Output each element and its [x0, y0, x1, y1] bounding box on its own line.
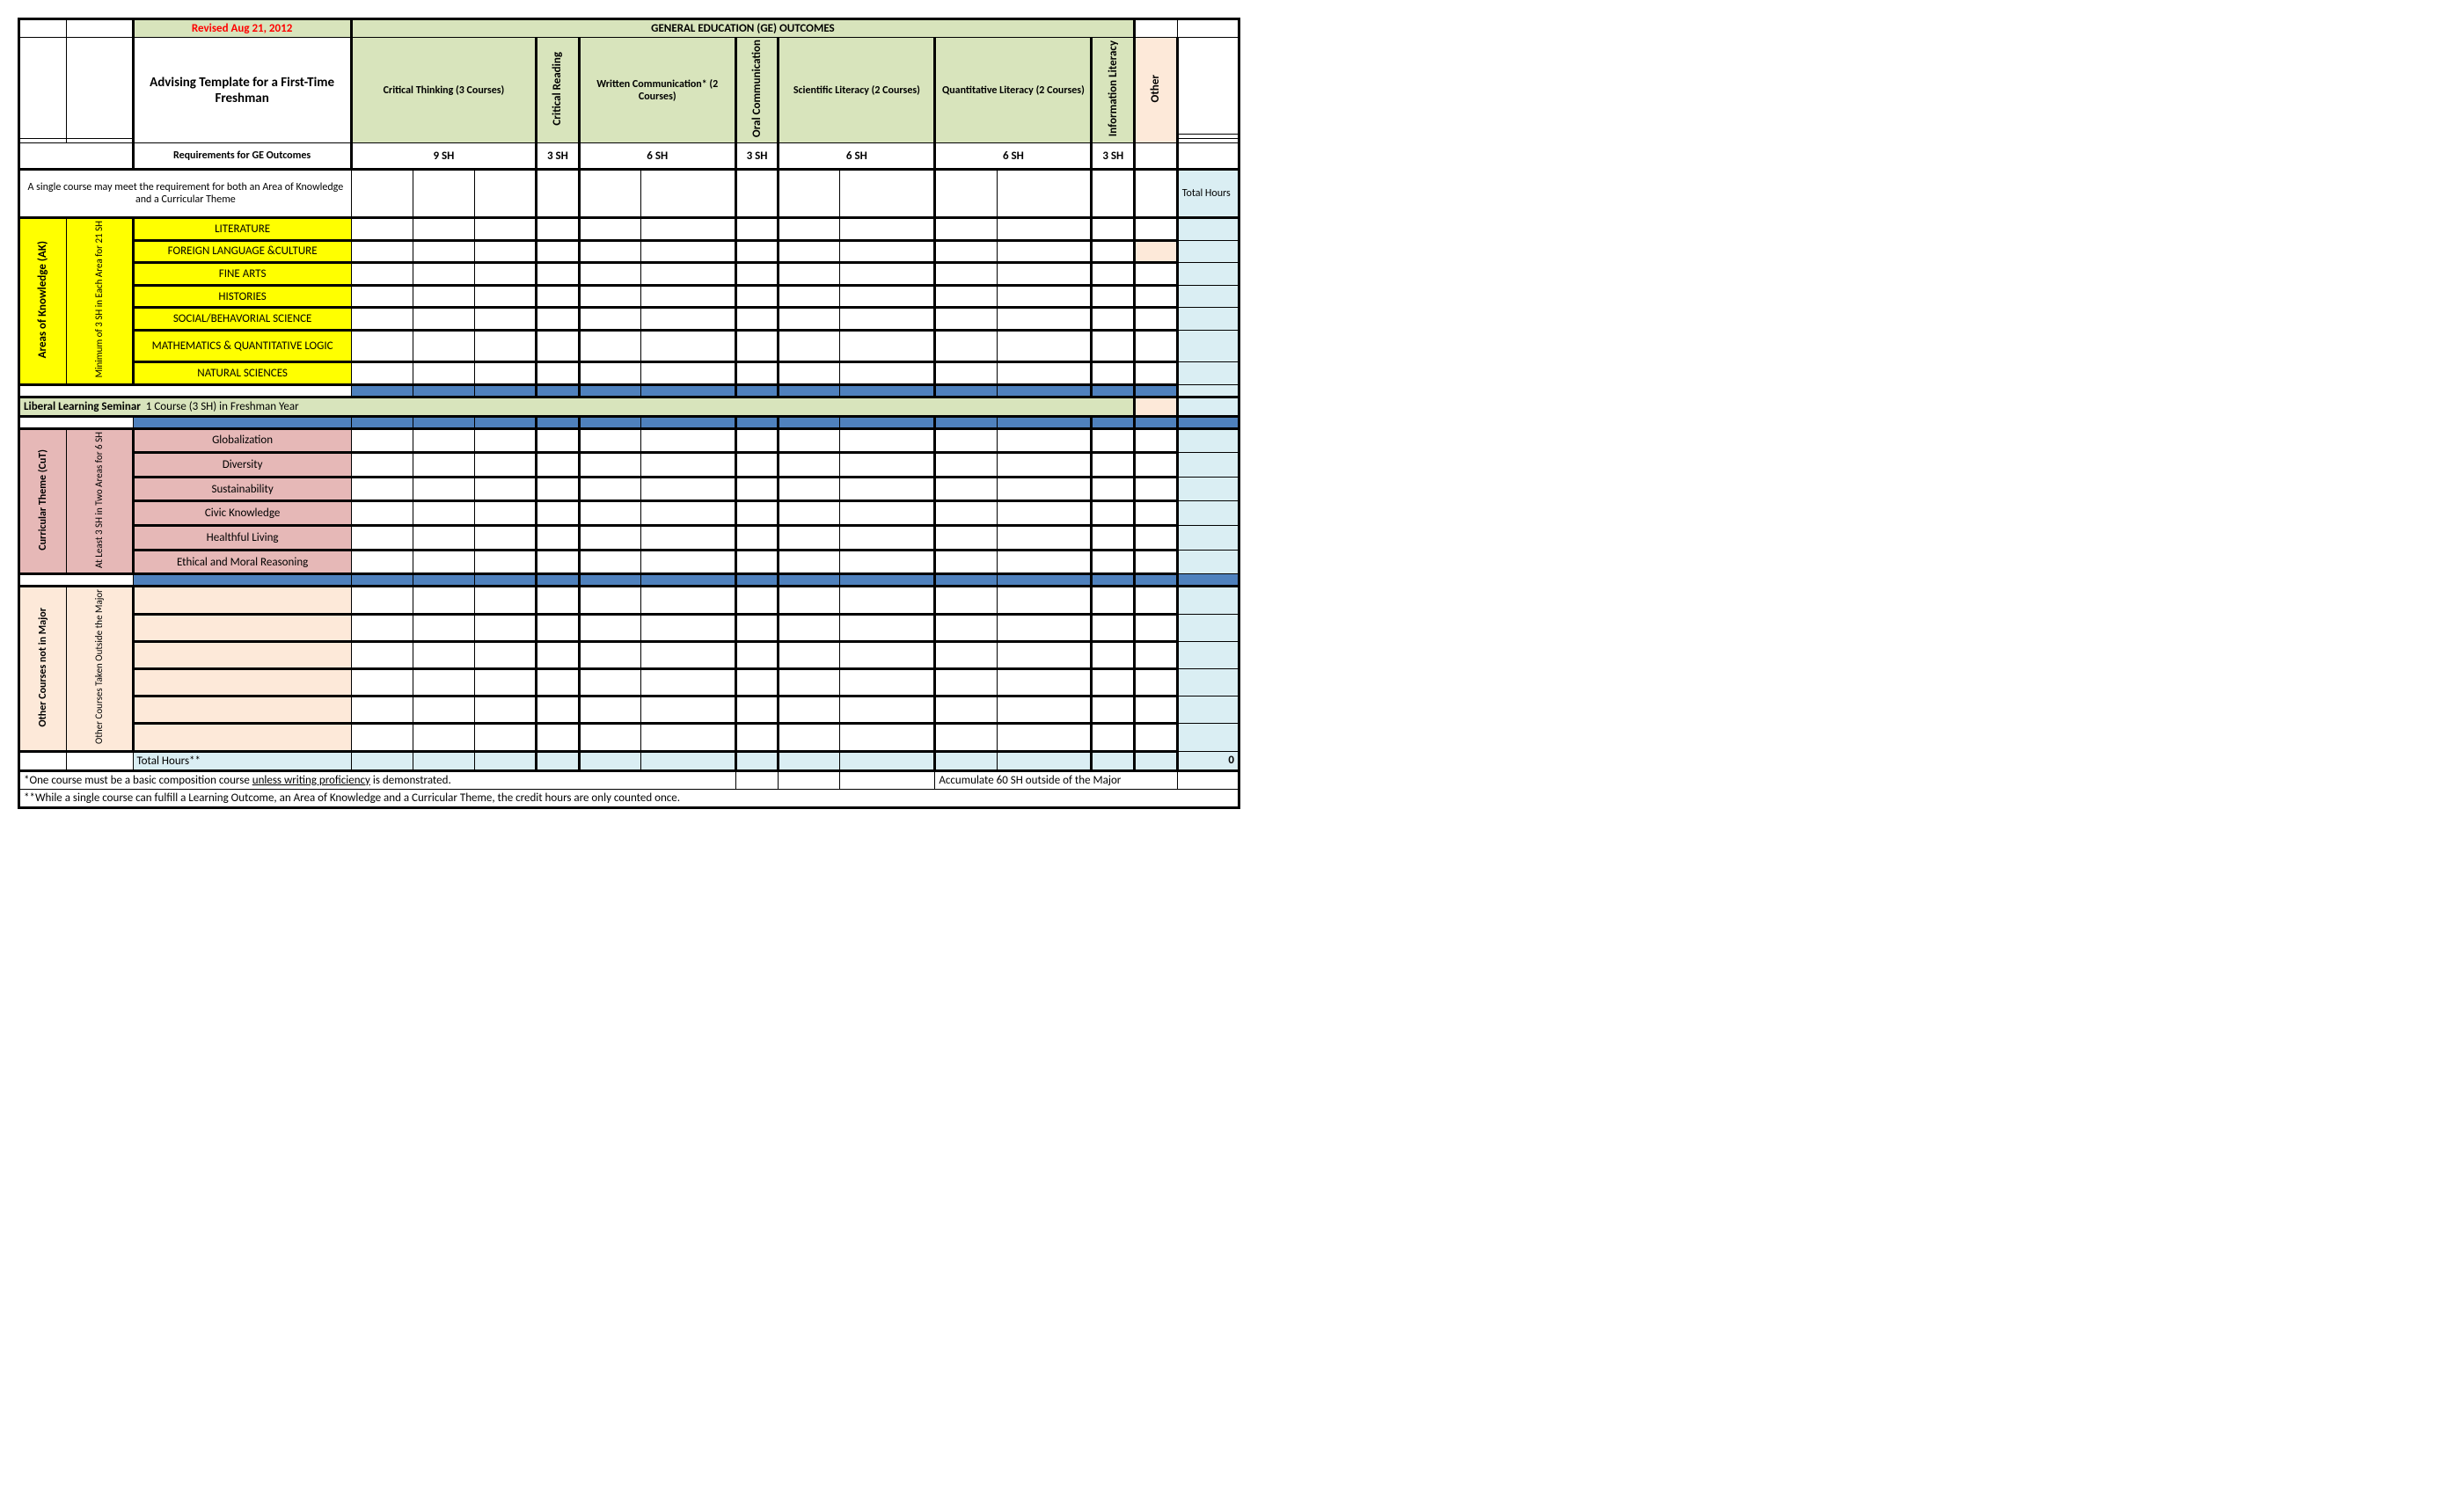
note-single-course: A single course may meet the requirement…: [19, 170, 352, 218]
sh-4: 6 SH: [779, 143, 935, 170]
ak-item-0: LITERATURE: [133, 218, 351, 241]
sh-6: 3 SH: [1092, 143, 1135, 170]
template-title: Advising Template for a First-Time Fresh…: [133, 38, 351, 143]
col-scientific: Scientific Literacy (2 Courses): [779, 38, 935, 143]
ge-outcomes-title: GENERAL EDUCATION (GE) OUTCOMES: [351, 19, 1134, 38]
sh-3: 3 SH: [735, 143, 779, 170]
footnote-2: **While a single course can fulfill a Le…: [19, 789, 1239, 807]
other-row: [133, 669, 351, 696]
req-label: Requirements for GE Outcomes: [133, 143, 351, 170]
other-row: [133, 724, 351, 751]
cut-title: Curricular Theme (CuT): [19, 428, 67, 574]
cut-item-0: Globalization: [133, 428, 351, 453]
advising-template-table: Revised Aug 21, 2012 GENERAL EDUCATION (…: [18, 18, 1240, 809]
col-quantitative: Quantitative Literacy (2 Courses): [935, 38, 1092, 143]
other-row: [133, 696, 351, 724]
col-info-literacy: Information Literacy: [1092, 38, 1135, 143]
other-sub: Other Courses Taken Outside the Major: [66, 587, 133, 751]
col-critical-reading: Critical Reading: [537, 38, 580, 143]
col-other: Other: [1135, 38, 1178, 143]
total-hours-row: Total Hours**: [133, 751, 351, 770]
sh-1: 3 SH: [537, 143, 580, 170]
cut-item-3: Civic Knowledge: [133, 501, 351, 526]
ak-item-3: HISTORIES: [133, 285, 351, 308]
total-hours-header: Total Hours: [1177, 170, 1239, 218]
cut-item-1: Diversity: [133, 453, 351, 478]
ak-item-4: SOCIAL/BEHAVORIAL SCIENCE: [133, 308, 351, 331]
other-row: [133, 587, 351, 614]
ak-item-6: NATURAL SCIENCES: [133, 361, 351, 384]
footnote-1: *One course must be a basic composition …: [19, 770, 736, 789]
sh-0: 9 SH: [351, 143, 536, 170]
sh-5: 6 SH: [935, 143, 1092, 170]
other-row: [133, 614, 351, 641]
total-hours-value: 0: [1177, 751, 1239, 770]
sh-2: 6 SH: [579, 143, 735, 170]
revised-date: Revised Aug 21, 2012: [133, 19, 351, 38]
seminar-row: Liberal Learning Seminar 1 Course (3 SH)…: [19, 397, 1135, 416]
col-written-comm: Written Communication* (2 Courses): [579, 38, 735, 143]
footnote-1-right: Accumulate 60 SH outside of the Major: [935, 770, 1177, 789]
ak-item-2: FINE ARTS: [133, 263, 351, 286]
cut-item-2: Sustainability: [133, 477, 351, 501]
cut-item-4: Healthful Living: [133, 526, 351, 551]
ak-item-1: FOREIGN LANGUAGE &CULTURE: [133, 240, 351, 263]
other-row: [133, 641, 351, 668]
ak-title: Areas of Knowledge (AK): [19, 218, 67, 384]
ak-item-5: MATHEMATICS & QUANTITATIVE LOGIC: [133, 330, 351, 361]
cut-sub: At Least 3 SH in Two Areas for 6 SH: [66, 428, 133, 574]
col-critical-thinking: Critical Thinking (3 Courses): [351, 38, 536, 143]
other-title: Other Courses not in Major: [19, 587, 67, 751]
col-oral-comm: Oral Communication: [735, 38, 779, 143]
ak-sub: Minimum of 3 SH in Each Area for 21 SH: [66, 218, 133, 384]
cut-item-5: Ethical and Moral Reasoning: [133, 550, 351, 574]
